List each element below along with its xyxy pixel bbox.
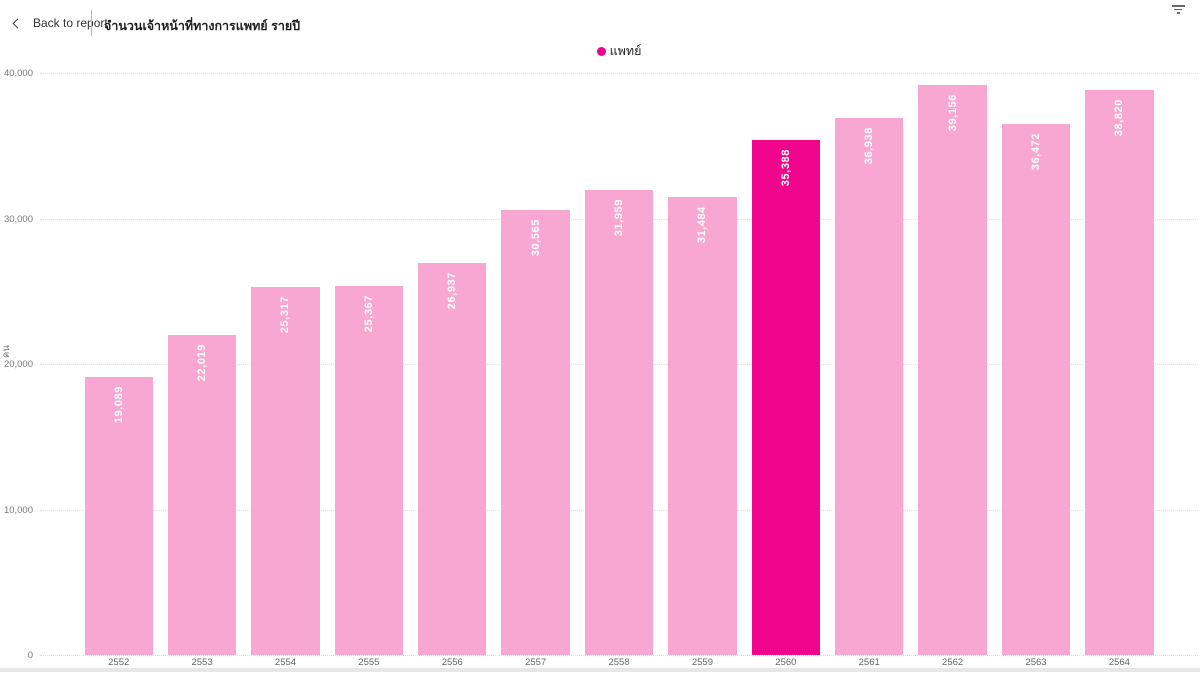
filter-icon[interactable] <box>1170 5 1186 17</box>
y-axis-tick-label: 10,000 <box>3 504 33 516</box>
bar-slot: 31,484 <box>661 73 744 655</box>
bar-2560[interactable]: 35,388 <box>751 140 820 655</box>
bar-slot: 22,019 <box>160 73 243 655</box>
bar-2561[interactable]: 36,938 <box>835 117 904 655</box>
chevron-left-icon <box>12 18 23 29</box>
bar-value-label: 31,959 <box>613 199 626 237</box>
x-axis-label: 2564 <box>1108 657 1130 668</box>
header-bar: Back to report จำนวนเจ้าหน้าที่ทางการแพท… <box>0 0 1200 46</box>
y-axis-tick-label: 20,000 <box>3 359 33 370</box>
bar-value-label: 38,820 <box>1113 99 1126 137</box>
x-axis-labels: 2552 2553 2554 2555 2556 2557 2558 2559 2560 2561… <box>77 657 1161 668</box>
x-axis-label: 2553 <box>191 657 213 668</box>
x-axis-label: 2562 <box>942 657 964 668</box>
bar-value-label: 25,317 <box>279 295 292 333</box>
bar-value-label: 39,156 <box>946 94 959 132</box>
x-axis-label: 2556 <box>441 657 463 668</box>
bar-slot: 39,156 <box>911 73 994 655</box>
x-axis-label: 2561 <box>858 657 880 668</box>
bar-value-label: 36,472 <box>1029 133 1042 171</box>
bar-slot: 25,317 <box>244 73 327 655</box>
bar-slot: 36,938 <box>828 73 911 655</box>
x-axis-label: 2557 <box>525 657 547 668</box>
chart-legend[interactable]: แพทย์ <box>40 41 1198 61</box>
bar-value-label: 31,484 <box>696 205 709 244</box>
x-axis-label: 2555 <box>358 657 380 668</box>
bar-value-label: 36,938 <box>863 126 876 164</box>
bar-2557[interactable]: 30,565 <box>501 210 570 655</box>
bar-slot: 30,565 <box>494 73 577 655</box>
y-axis-tick-label: 0 <box>27 650 33 661</box>
bar-value-label: 22,019 <box>196 343 209 381</box>
bar-slot: 19,089 <box>77 73 160 655</box>
bars: 19,089 22,019 25,317 25,367 26,937 30,565 31,9… <box>77 73 1161 655</box>
x-axis-label: 2560 <box>775 657 797 668</box>
bar-2558[interactable]: 31,959 <box>584 190 654 655</box>
visual-title: จำนวนเจ้าหน้าที่ทางการแพทย์ รายปี <box>104 19 301 33</box>
header-divider <box>91 10 92 36</box>
bar-2559[interactable]: 31,484 <box>668 196 737 655</box>
bar-2555[interactable]: 25,367 <box>334 285 404 655</box>
y-axis-title: คน <box>1 345 12 358</box>
gridline <box>40 73 1198 74</box>
bar-2564[interactable]: 38,820 <box>1085 90 1154 655</box>
bar-value-label: 19,089 <box>112 386 125 424</box>
back-to-report-label: Back to report <box>33 16 108 30</box>
bar-2563[interactable]: 36,472 <box>1001 124 1071 655</box>
bar-2553[interactable]: 22,019 <box>167 334 237 655</box>
bar-slot: 38,820 <box>1078 73 1161 655</box>
x-axis-label: 2552 <box>108 657 130 668</box>
x-axis-label: 2554 <box>274 657 297 668</box>
legend-series-label: แพทย์ <box>609 44 642 58</box>
back-to-report-button[interactable]: Back to report <box>12 16 108 30</box>
gridline <box>40 655 1198 656</box>
bar-slot: 25,367 <box>327 73 410 655</box>
x-axis-label: 2563 <box>1025 657 1047 668</box>
y-axis-tick-label: 40,000 <box>3 68 33 79</box>
bar-2562[interactable]: 39,156 <box>918 85 987 655</box>
x-axis-label: 2558 <box>608 657 630 668</box>
y-axis-tick-label: 30,000 <box>3 213 33 225</box>
x-axis-label: 2559 <box>691 657 713 668</box>
bar-slot: 35,388 <box>744 73 827 655</box>
bar-value-label: 25,367 <box>362 294 375 333</box>
bar-value-label: 30,565 <box>529 219 542 257</box>
bar-slot: 26,937 <box>411 73 494 655</box>
bar-chart-plot-area: 19,089 22,019 25,317 25,367 26,937 30,565 31,9… <box>40 73 1198 656</box>
bar-value-label: 35,388 <box>779 149 792 187</box>
legend-dot-icon <box>596 46 606 56</box>
bar-2554[interactable]: 25,317 <box>251 286 320 655</box>
bar-2552[interactable]: 19,089 <box>84 377 153 655</box>
bar-slot: 31,959 <box>577 73 660 655</box>
bar-value-label: 26,937 <box>446 272 459 310</box>
bottom-edge-strip <box>0 668 1200 672</box>
bar-slot: 36,472 <box>994 73 1077 655</box>
bar-2556[interactable]: 26,937 <box>418 263 487 655</box>
